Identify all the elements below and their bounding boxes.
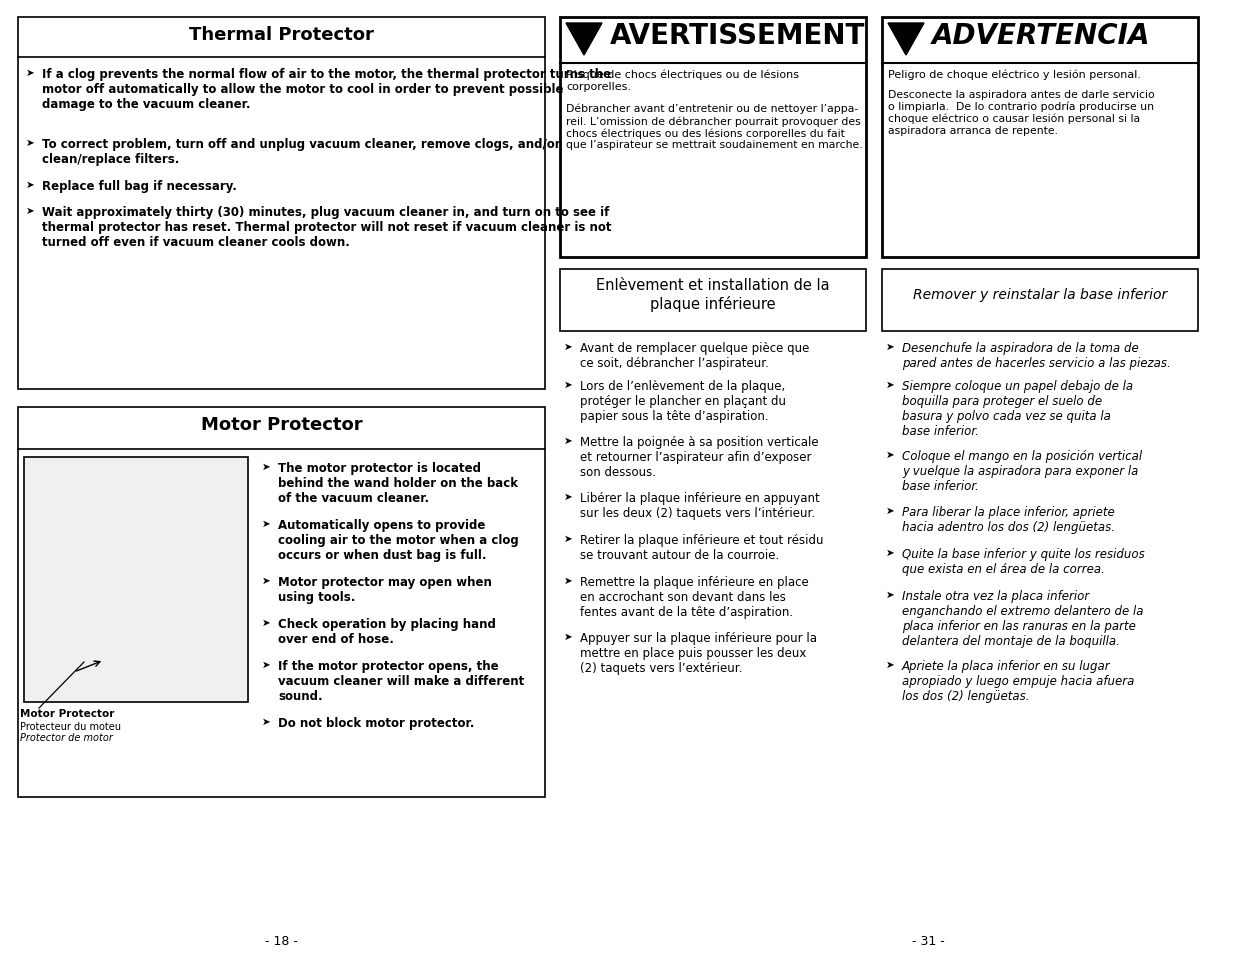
Text: If a clog prevents the normal flow of air to the motor, the thermal protector tu: If a clog prevents the normal flow of ai… [42, 68, 611, 111]
Text: Risque de chocs électriques ou de lésions
corporelles.: Risque de chocs électriques ou de lésion… [566, 70, 799, 92]
Text: Appuyer sur la plaque inférieure pour la
mettre en place puis pousser les deux
(: Appuyer sur la plaque inférieure pour la… [580, 631, 818, 675]
Text: ➤: ➤ [885, 379, 894, 390]
Text: Mettre la poignée à sa position verticale
et retourner l’aspirateur afin d’expos: Mettre la poignée à sa position vertical… [580, 436, 819, 478]
Text: Desenchufe la aspiradora de la toma de
pared antes de hacerles servicio a las pi: Desenchufe la aspiradora de la toma de p… [902, 341, 1171, 370]
Text: ➤: ➤ [885, 450, 894, 459]
Text: ➤: ➤ [262, 659, 270, 669]
FancyBboxPatch shape [882, 270, 1198, 332]
Text: Thermal Protector: Thermal Protector [189, 26, 374, 44]
Text: Coloque el mango en la posición vertical
y vuelque la aspiradora para exponer la: Coloque el mango en la posición vertical… [902, 450, 1142, 493]
Text: Para liberar la place inferior, apriete
hacia adentro los dos (2) lengüetas.: Para liberar la place inferior, apriete … [902, 505, 1115, 534]
Circle shape [196, 658, 216, 678]
FancyBboxPatch shape [23, 457, 248, 702]
Polygon shape [566, 24, 601, 56]
Text: ➤: ➤ [564, 534, 573, 543]
Text: If the motor protector opens, the
vacuum cleaner will make a different
sound.: If the motor protector opens, the vacuum… [278, 659, 524, 702]
Text: - 31 -: - 31 - [911, 934, 945, 947]
Bar [72, 488, 90, 578]
Text: Desconecte la aspiradora antes de darle servicio
o limpiarla.  De lo contrario p: Desconecte la aspiradora antes de darle … [888, 90, 1155, 136]
Bar [135, 477, 149, 558]
Text: ➤: ➤ [262, 576, 270, 585]
Polygon shape [888, 24, 924, 56]
Text: ➤: ➤ [262, 518, 270, 529]
Text: ➤: ➤ [26, 68, 35, 78]
Text: Automatically opens to provide
cooling air to the motor when a clog
occurs or wh: Automatically opens to provide cooling a… [278, 518, 519, 561]
Text: ➤: ➤ [885, 505, 894, 516]
Text: - 18 -: - 18 - [266, 934, 298, 947]
Text: Avant de remplacer quelque pièce que
ce soit, débrancher l’aspirateur.: Avant de remplacer quelque pièce que ce … [580, 341, 809, 370]
Text: Débrancher avant d’entretenir ou de nettoyer l’appa-
reil. L’omission de débranc: Débrancher avant d’entretenir ou de nett… [566, 104, 862, 151]
Text: ➤: ➤ [564, 379, 573, 390]
Text: Do not block motor protector.: Do not block motor protector. [278, 717, 474, 729]
Text: Check operation by placing hand
over end of hose.: Check operation by placing hand over end… [278, 618, 496, 645]
Text: Replace full bag if necessary.: Replace full bag if necessary. [42, 180, 237, 193]
Bar [119, 477, 135, 558]
Text: Retirer la plaque inférieure et tout résidu
se trouvant autour de la courroie.: Retirer la plaque inférieure et tout rés… [580, 534, 824, 561]
Text: Quite la base inferior y quite los residuos
que exista en el área de la correa.: Quite la base inferior y quite los resid… [902, 547, 1145, 576]
Text: Motor Protector: Motor Protector [20, 708, 115, 719]
Text: ➤: ➤ [26, 206, 35, 215]
Text: The motor protector is located
behind the wand holder on the back
of the vacuum : The motor protector is located behind th… [278, 461, 517, 504]
Text: Peligro de choque eléctrico y lesión personal.: Peligro de choque eléctrico y lesión per… [888, 70, 1141, 80]
Circle shape [186, 647, 226, 687]
Text: ADVERTENCIA: ADVERTENCIA [932, 22, 1151, 50]
Text: Siempre coloque un papel debajo de la
boquilla para proteger el suelo de
basura : Siempre coloque un papel debajo de la bo… [902, 379, 1134, 437]
Text: !: ! [902, 30, 910, 48]
Text: ➤: ➤ [262, 618, 270, 627]
Text: Libérer la plaque inférieure en appuyant
sur les deux (2) taquets vers l’intérie: Libérer la plaque inférieure en appuyant… [580, 492, 820, 519]
Text: Protector de motor: Protector de motor [20, 732, 112, 742]
Text: ➤: ➤ [885, 341, 894, 352]
Text: Motor protector may open when
using tools.: Motor protector may open when using tool… [278, 576, 492, 603]
Text: ➤: ➤ [262, 717, 270, 726]
Text: Instale otra vez la placa inferior
enganchando el extremo delantero de la
placa : Instale otra vez la placa inferior engan… [902, 589, 1144, 647]
Text: ➤: ➤ [26, 180, 35, 190]
Bar [91, 468, 117, 644]
Text: Wait approximately thirty (30) minutes, plug vacuum cleaner in, and turn on to s: Wait approximately thirty (30) minutes, … [42, 206, 611, 249]
Text: ➤: ➤ [564, 492, 573, 501]
Text: Remettre la plaque inférieure en place
en accrochant son devant dans les
fentes : Remettre la plaque inférieure en place e… [580, 576, 809, 618]
FancyBboxPatch shape [882, 18, 1198, 257]
Text: ➤: ➤ [885, 659, 894, 669]
Text: AVERTISSEMENT: AVERTISSEMENT [610, 22, 866, 50]
FancyBboxPatch shape [19, 408, 545, 797]
Text: ➤: ➤ [564, 576, 573, 585]
Bar [35, 644, 238, 700]
FancyBboxPatch shape [559, 270, 866, 332]
Text: ➤: ➤ [885, 589, 894, 599]
Text: ➤: ➤ [262, 461, 270, 472]
Text: Remover y reinstalar la base inferior: Remover y reinstalar la base inferior [913, 288, 1167, 302]
FancyBboxPatch shape [559, 18, 866, 257]
Text: ➤: ➤ [564, 631, 573, 641]
Text: ➤: ➤ [885, 547, 894, 558]
Text: Motor Protector: Motor Protector [200, 416, 362, 434]
Text: To correct problem, turn off and unplug vacuum cleaner, remove clogs, and/or
cle: To correct problem, turn off and unplug … [42, 138, 561, 166]
Text: ➤: ➤ [564, 436, 573, 446]
FancyBboxPatch shape [19, 18, 545, 390]
Text: Protecteur du moteu: Protecteur du moteu [20, 721, 121, 731]
Text: ➤: ➤ [564, 341, 573, 352]
Text: Lors de l’enlèvement de la plaque,
protéger le plancher en plaçant du
papier sou: Lors de l’enlèvement de la plaque, proté… [580, 379, 785, 422]
Text: Apriete la placa inferior en su lugar
apropiado y luego empuje hacia afuera
los : Apriete la placa inferior en su lugar ap… [902, 659, 1135, 702]
Text: !: ! [580, 30, 588, 48]
Text: Enlèvement et installation de la
plaque inférieure: Enlèvement et installation de la plaque … [597, 277, 830, 312]
Text: ➤: ➤ [26, 138, 35, 148]
